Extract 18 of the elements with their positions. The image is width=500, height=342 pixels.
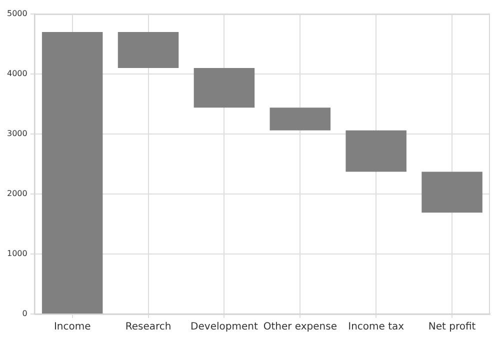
x-tick-label: Net profit bbox=[428, 322, 476, 333]
y-tick-label: 2000 bbox=[7, 189, 28, 198]
bar bbox=[42, 32, 103, 314]
bar bbox=[118, 32, 179, 68]
bar bbox=[194, 68, 255, 108]
y-tick-label: 3000 bbox=[7, 129, 28, 138]
y-tick-label: 1000 bbox=[7, 249, 28, 258]
bar bbox=[346, 130, 406, 172]
y-tick-label: 5000 bbox=[7, 9, 28, 18]
y-tick-label: 4000 bbox=[7, 69, 28, 78]
bar bbox=[422, 172, 482, 213]
x-tick-label: Development bbox=[190, 322, 258, 333]
x-tick-label: Other expense bbox=[263, 322, 337, 333]
y-tick-label: 0 bbox=[22, 309, 28, 318]
bar bbox=[270, 108, 331, 130]
x-tick-label: Income tax bbox=[348, 322, 404, 333]
x-tick-label: Income bbox=[54, 322, 91, 333]
x-tick-label: Research bbox=[125, 322, 172, 333]
